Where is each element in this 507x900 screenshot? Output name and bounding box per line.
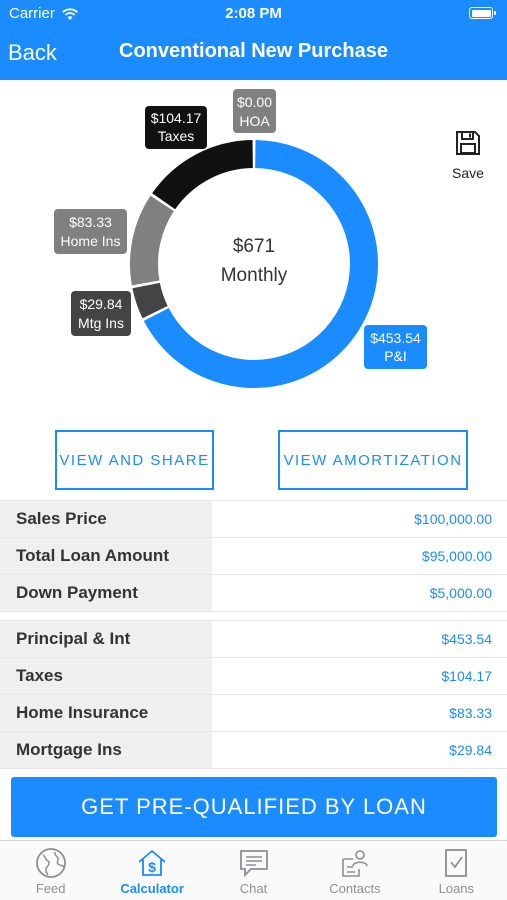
floppy-disk-icon xyxy=(456,131,480,155)
row-label: Home Insurance xyxy=(0,695,212,731)
chart-label-p-and-i-amount: $453.54 xyxy=(370,330,421,346)
table-row: Total Loan Amount $95,000.00 xyxy=(0,538,507,575)
chart-label-home-ins: $83.33 Home Ins xyxy=(54,209,127,254)
battery-icon xyxy=(469,7,496,19)
contacts-icon xyxy=(342,850,368,877)
loan-details-table: Sales Price $100,000.00 Total Loan Amoun… xyxy=(0,500,507,612)
row-value: $104.17 xyxy=(441,668,492,684)
chart-label-hoa-amount: $0.00 xyxy=(237,94,272,110)
tab-feed[interactable]: Feed xyxy=(0,841,101,900)
chart-label-taxes: $104.17 Taxes xyxy=(145,106,207,149)
table-row: Down Payment $5,000.00 xyxy=(0,575,507,612)
chart-label-p-and-i: $453.54 P&I xyxy=(364,325,427,369)
chart-label-home-ins-name: Home Ins xyxy=(61,233,121,249)
tab-contacts[interactable]: Contacts xyxy=(304,841,405,900)
globe-icon xyxy=(35,848,66,878)
table-row: Principal & Int $453.54 xyxy=(0,621,507,658)
chart-label-hoa: $0.00 HOA xyxy=(233,89,276,133)
tab-chat[interactable]: Chat xyxy=(203,841,304,900)
row-value: $29.84 xyxy=(449,742,492,758)
calculator-house-icon: $ xyxy=(138,849,166,876)
payment-details-table: Principal & Int $453.54 Taxes $104.17 Ho… xyxy=(0,620,507,769)
navigation-bar: Carrier 2:08 PM Back Conventional New Pu… xyxy=(0,0,507,80)
page-title: Conventional New Purchase xyxy=(119,40,388,62)
save-button[interactable]: Save xyxy=(446,130,490,181)
tab-label: Chat xyxy=(239,881,268,896)
wifi-icon xyxy=(62,7,78,20)
back-button[interactable]: Back xyxy=(8,40,57,65)
carrier-indicator: Carrier xyxy=(9,5,79,22)
loans-document-icon xyxy=(445,849,468,877)
donut-segment-taxes xyxy=(152,140,254,210)
donut-segment-mtg-ins xyxy=(132,282,168,319)
row-label: Total Loan Amount xyxy=(0,538,212,574)
chart-label-mtg-ins-name: Mtg Ins xyxy=(78,315,124,331)
chart-center-amount: $671 xyxy=(233,236,275,257)
chart-label-mtg-ins: $29.84 Mtg Ins xyxy=(71,291,131,336)
tab-label: Contacts xyxy=(329,881,381,896)
chart-label-taxes-name: Taxes xyxy=(158,128,195,144)
row-label: Sales Price xyxy=(0,501,212,537)
chart-label-mtg-ins-amount: $29.84 xyxy=(80,296,123,312)
row-value: $100,000.00 xyxy=(414,511,492,527)
chart-label-taxes-amount: $104.17 xyxy=(151,110,202,126)
donut-segment-home-ins xyxy=(130,195,175,286)
chart-label-p-and-i-name: P&I xyxy=(384,348,407,364)
tab-loans[interactable]: Loans xyxy=(406,841,507,900)
carrier-label: Carrier xyxy=(9,5,55,22)
chart-label-hoa-name: HOA xyxy=(239,113,270,129)
row-value: $83.33 xyxy=(449,705,492,721)
status-bar: Carrier 2:08 PM xyxy=(0,0,507,28)
tab-bar: Feed $ Calculator Chat Contacts xyxy=(0,840,507,900)
chat-icon xyxy=(239,850,268,878)
svg-text:$: $ xyxy=(148,859,156,875)
table-row: Home Insurance $83.33 xyxy=(0,695,507,732)
status-time: 2:08 PM xyxy=(225,5,282,22)
table-row: Sales Price $100,000.00 xyxy=(0,501,507,538)
table-row: Mortgage Ins $29.84 xyxy=(0,732,507,769)
table-row: Taxes $104.17 xyxy=(0,658,507,695)
view-and-share-button[interactable]: VIEW AND SHARE xyxy=(55,430,214,490)
tab-calculator[interactable]: $ Calculator xyxy=(101,841,202,900)
chart-label-home-ins-amount: $83.33 xyxy=(69,214,112,230)
row-label: Down Payment xyxy=(0,575,212,611)
row-label: Taxes xyxy=(0,658,212,694)
row-label: Principal & Int xyxy=(0,621,212,657)
row-label: Mortgage Ins xyxy=(0,732,212,768)
save-label: Save xyxy=(452,165,484,181)
payment-donut-chart: $671 Monthly $0.00 HOA $104.17 Taxes $83… xyxy=(54,89,427,388)
chart-center-label: Monthly xyxy=(221,265,288,286)
tab-label: Loans xyxy=(438,881,475,896)
tab-label: Feed xyxy=(35,881,66,896)
get-pre-qualified-button[interactable]: GET PRE-QUALIFIED BY LOAN xyxy=(11,777,497,837)
row-value: $95,000.00 xyxy=(421,548,492,564)
view-amortization-button[interactable]: VIEW AMORTIZATION xyxy=(278,430,468,490)
tab-label: Calculator xyxy=(120,881,184,896)
donut-segment-p-i xyxy=(143,140,378,388)
row-value: $453.54 xyxy=(441,631,492,647)
row-value: $5,000.00 xyxy=(429,585,492,601)
